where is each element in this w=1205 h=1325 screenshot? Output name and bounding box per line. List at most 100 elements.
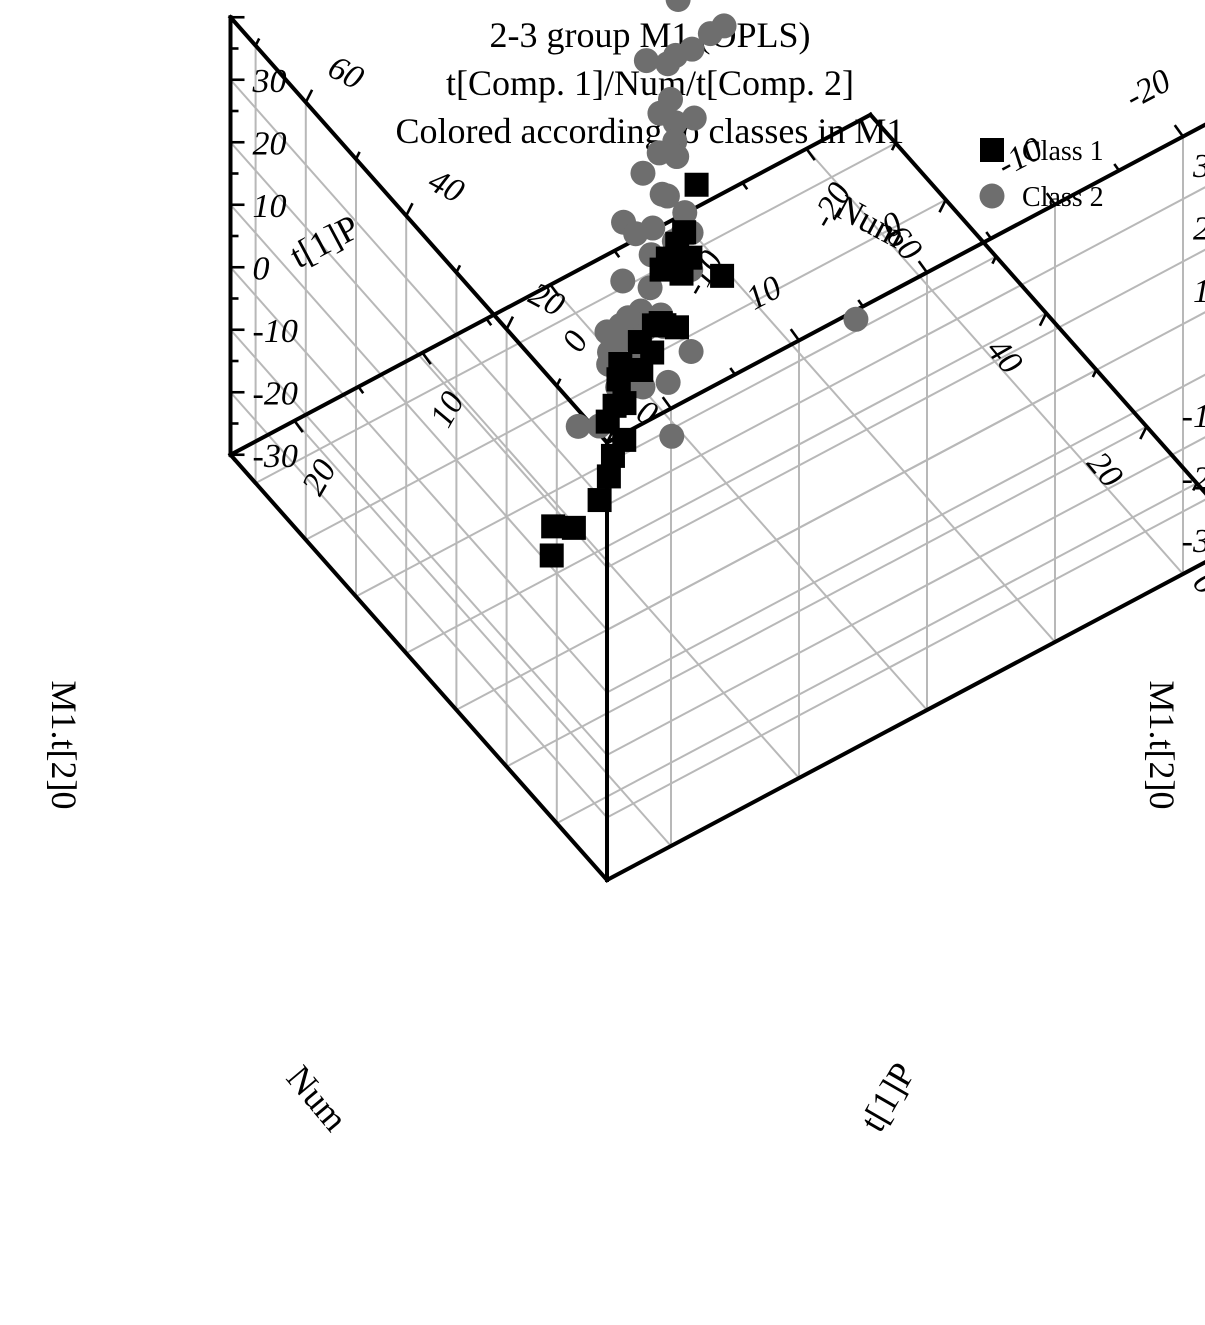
tick-mark-t1-top (1045, 192, 1057, 206)
tick-mark-num-top (455, 264, 462, 273)
class-1-point-24 (541, 514, 566, 539)
tick-mark-t1-top (1113, 163, 1121, 172)
legend-label-1: Class 1 (1022, 136, 1104, 167)
class-2-point-25 (647, 100, 673, 126)
tick-label-num-top: 40 (422, 162, 469, 211)
tick-label-t1-bottom: 10 (423, 386, 472, 434)
class-1-point-23 (587, 488, 612, 513)
tick-mark-t1-top (729, 367, 737, 376)
class-1-point-17 (629, 357, 654, 382)
tick-mark-t1-bottom (229, 453, 237, 462)
class-2-point-36 (610, 268, 636, 294)
tick-label-t1-top: -20 (1119, 62, 1176, 116)
tick-label-t2-left: -20 (1182, 461, 1205, 498)
chart-title: 2-3 group M1 (OPLS) t[Comp. 1]/Num/t[Com… (396, 15, 905, 151)
tick-mark-num-top (505, 316, 515, 330)
class-2-point-53 (565, 413, 591, 439)
class-1-point-20 (600, 443, 625, 468)
tick-mark-num-bottom (938, 199, 947, 213)
title-line-1: 2-3 group M1 (OPLS) (490, 15, 811, 55)
grid-line-num-floor (556, 482, 1198, 825)
num-axis-label-bottom: Num (279, 1058, 356, 1139)
legend: Class 1 Class 2 (979, 136, 1104, 213)
class-2-point-24 (679, 36, 705, 62)
grid-line-t2-left-wall (606, 498, 1205, 819)
grid-line-num-floor (455, 369, 1097, 711)
tick-label-t2-left: 30 (1192, 148, 1205, 185)
class-2-point-2 (633, 48, 659, 74)
tick-mark-t1-bottom (613, 249, 621, 258)
tick-label-t2-right: -10 (253, 313, 298, 350)
t1-axis-label-bottom: t[1]P (852, 1056, 923, 1138)
tick-label-t2-right: 0 (253, 250, 270, 287)
tick-label-num-bottom: 40 (979, 332, 1029, 382)
tick-mark-num-top (555, 378, 562, 387)
grid-line-num-floor (255, 142, 897, 484)
axis-frame-edge (227, 451, 610, 883)
tick-mark-t1-top (789, 328, 801, 342)
grid-line-t1-floor (677, 216, 1056, 643)
class-2-point-43 (655, 369, 681, 395)
tick-mark-num-bottom (1192, 482, 1198, 492)
class-2-point-26 (646, 140, 672, 166)
tick-mark-num-bottom (1091, 369, 1098, 378)
tick-label-t2-right: 30 (252, 63, 287, 100)
tick-label-t2-left: -10 (1182, 398, 1205, 435)
tick-mark-t1-bottom (293, 419, 304, 433)
class-2-point-16 (672, 200, 698, 226)
class-2-point-35 (623, 221, 649, 247)
tick-mark-t1-bottom (805, 147, 816, 161)
tick-mark-num-top (354, 151, 361, 160)
tick-mark-num-bottom (1038, 312, 1048, 327)
grid-line-t2-left-wall (606, 373, 1205, 694)
class-2-point-22 (678, 338, 704, 364)
tick-label-t1-bottom: 20 (295, 454, 344, 502)
legend-marker-class-1 (980, 138, 1004, 162)
tick-mark-t1-top (917, 260, 929, 274)
grid-line-num-floor (405, 312, 1047, 655)
class-1-point-14 (649, 257, 674, 282)
grid-line-t1-floor (805, 148, 1184, 575)
tick-label-t2-right: 20 (253, 125, 287, 162)
tick-label-t2-left: 10 (1193, 273, 1205, 310)
tick-label-t2-left: -30 (1182, 523, 1205, 560)
tick-label-num-top: 60 (322, 49, 369, 98)
tick-mark-num-bottom (991, 255, 998, 265)
grid-line-t1-floor (421, 352, 800, 779)
tick-label-t1-top: 10 (740, 269, 787, 318)
tick-label-t2-right: 10 (253, 188, 287, 225)
tick-mark-t1-bottom (421, 351, 432, 365)
axis-frame-edge (604, 560, 1205, 883)
class-1-point-15 (652, 313, 677, 338)
tick-mark-t1-bottom (741, 181, 749, 190)
class-2-point-54 (843, 306, 869, 332)
class-2-point-50 (594, 319, 620, 345)
tick-mark-t1-bottom (869, 113, 877, 122)
tick-marks (229, 15, 1198, 492)
legend-marker-class-2 (979, 183, 1005, 209)
grid-line-t2-left-wall (606, 561, 1205, 881)
tick-label-t2-right: -20 (253, 375, 298, 412)
tick-mark-t1-bottom (549, 283, 560, 297)
class-2-point-55 (659, 423, 685, 449)
tick-mark-num-top (405, 202, 414, 217)
tick-label-t2-left: 20 (1193, 211, 1205, 248)
tick-mark-t1-bottom (485, 317, 493, 326)
tick-mark-num-bottom (1139, 426, 1148, 440)
tick-mark-t1-bottom (357, 385, 365, 394)
class-2-point-5 (665, 0, 691, 12)
class-1-point-10 (684, 172, 709, 197)
class-1-point-1 (710, 263, 735, 288)
data-points (539, 0, 869, 568)
grid-line-num-floor (506, 425, 1148, 768)
grid-line-t2-right-wall (229, 79, 608, 506)
t2-axis-label-left: M1.t[2]0 (44, 681, 84, 810)
tick-mark-t1-top (661, 396, 673, 410)
grid-line-t2-right-wall (229, 329, 608, 756)
class-2-point-37 (654, 183, 680, 209)
class-1-point-22 (608, 352, 633, 377)
axis-frame-edge (867, 111, 1205, 496)
tick-mark-num-top (254, 37, 261, 47)
t2-axis-label-right: M1.t[2]0 (1142, 681, 1182, 810)
tick-label-num-top: 20 (523, 276, 570, 325)
